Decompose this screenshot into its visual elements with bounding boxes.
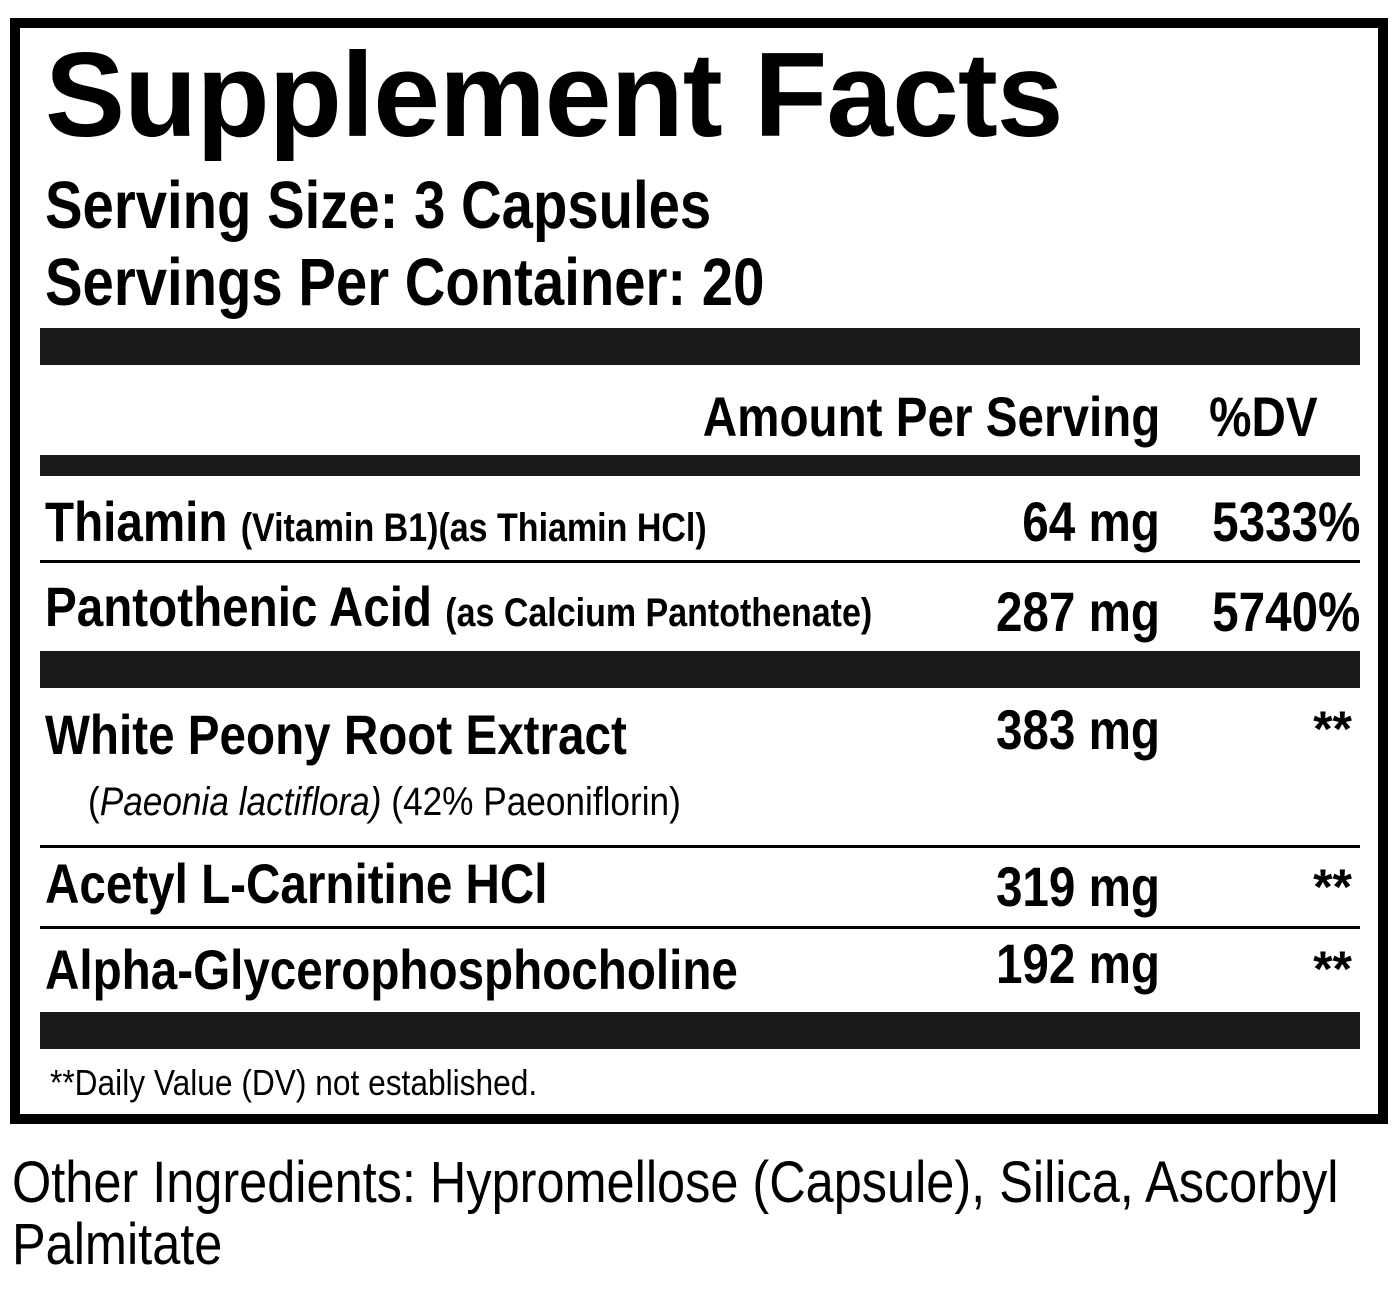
serving-size: Serving Size: 3 Capsules [45,168,712,243]
servings-per-container: Servings Per Container: 20 [45,245,765,320]
amount: 192 mg [995,932,1160,995]
detail-text: ( [88,780,100,824]
dv-header: %DV [1209,385,1318,448]
thick-bar [40,651,1360,688]
ingredient-name: Pantothenic Acid [45,575,433,638]
ingredient-name: Thiamin [45,490,228,553]
ingredient-detail: (as Calcium Pantothenate) [445,591,873,635]
ingredient-name: White Peony Root Extract [45,703,627,766]
medium-bar [40,455,1360,476]
amount: 287 mg [995,580,1160,643]
row-rule [40,926,1360,929]
footnote: **Daily Value (DV) not established. [50,1062,538,1103]
amount: 64 mg [1022,490,1160,553]
ingredient-detail: (Vitamin B1)(as Thiamin HCl) [240,506,707,550]
thick-bar [40,1012,1360,1049]
ingredient-row: Pantothenic Acid (as Calcium Pantothenat… [45,579,872,635]
row-rule [40,560,1360,563]
amount-header: Amount Per Serving [702,385,1160,448]
ingredient-detail: (Paeonia lactiflora) (42% Paeoniflorin) [88,782,681,822]
daily-value: 5740% [1211,580,1360,643]
detail-text: (42% Paeoniflorin) [381,780,681,824]
latin-name: Paeonia lactiflora) [99,780,382,824]
daily-value: 5333% [1211,490,1360,553]
thick-bar [40,328,1360,365]
label-frame [10,18,1388,1124]
daily-value: ** [1313,941,1352,997]
other-ingredients: Other Ingredients: Hypromellose (Capsule… [12,1150,1339,1277]
amount: 319 mg [995,855,1160,918]
title: Supplement Facts [45,28,1064,162]
daily-value: ** [1313,859,1352,915]
ingredient-name: Alpha-Glycerophosphocholine [45,938,738,1001]
ingredient-row: Thiamin (Vitamin B1)(as Thiamin HCl) [45,494,707,550]
daily-value: ** [1313,701,1352,757]
row-rule [40,845,1360,848]
ingredient-name: Acetyl L-Carnitine HCl [45,852,548,915]
amount: 383 mg [995,698,1160,761]
